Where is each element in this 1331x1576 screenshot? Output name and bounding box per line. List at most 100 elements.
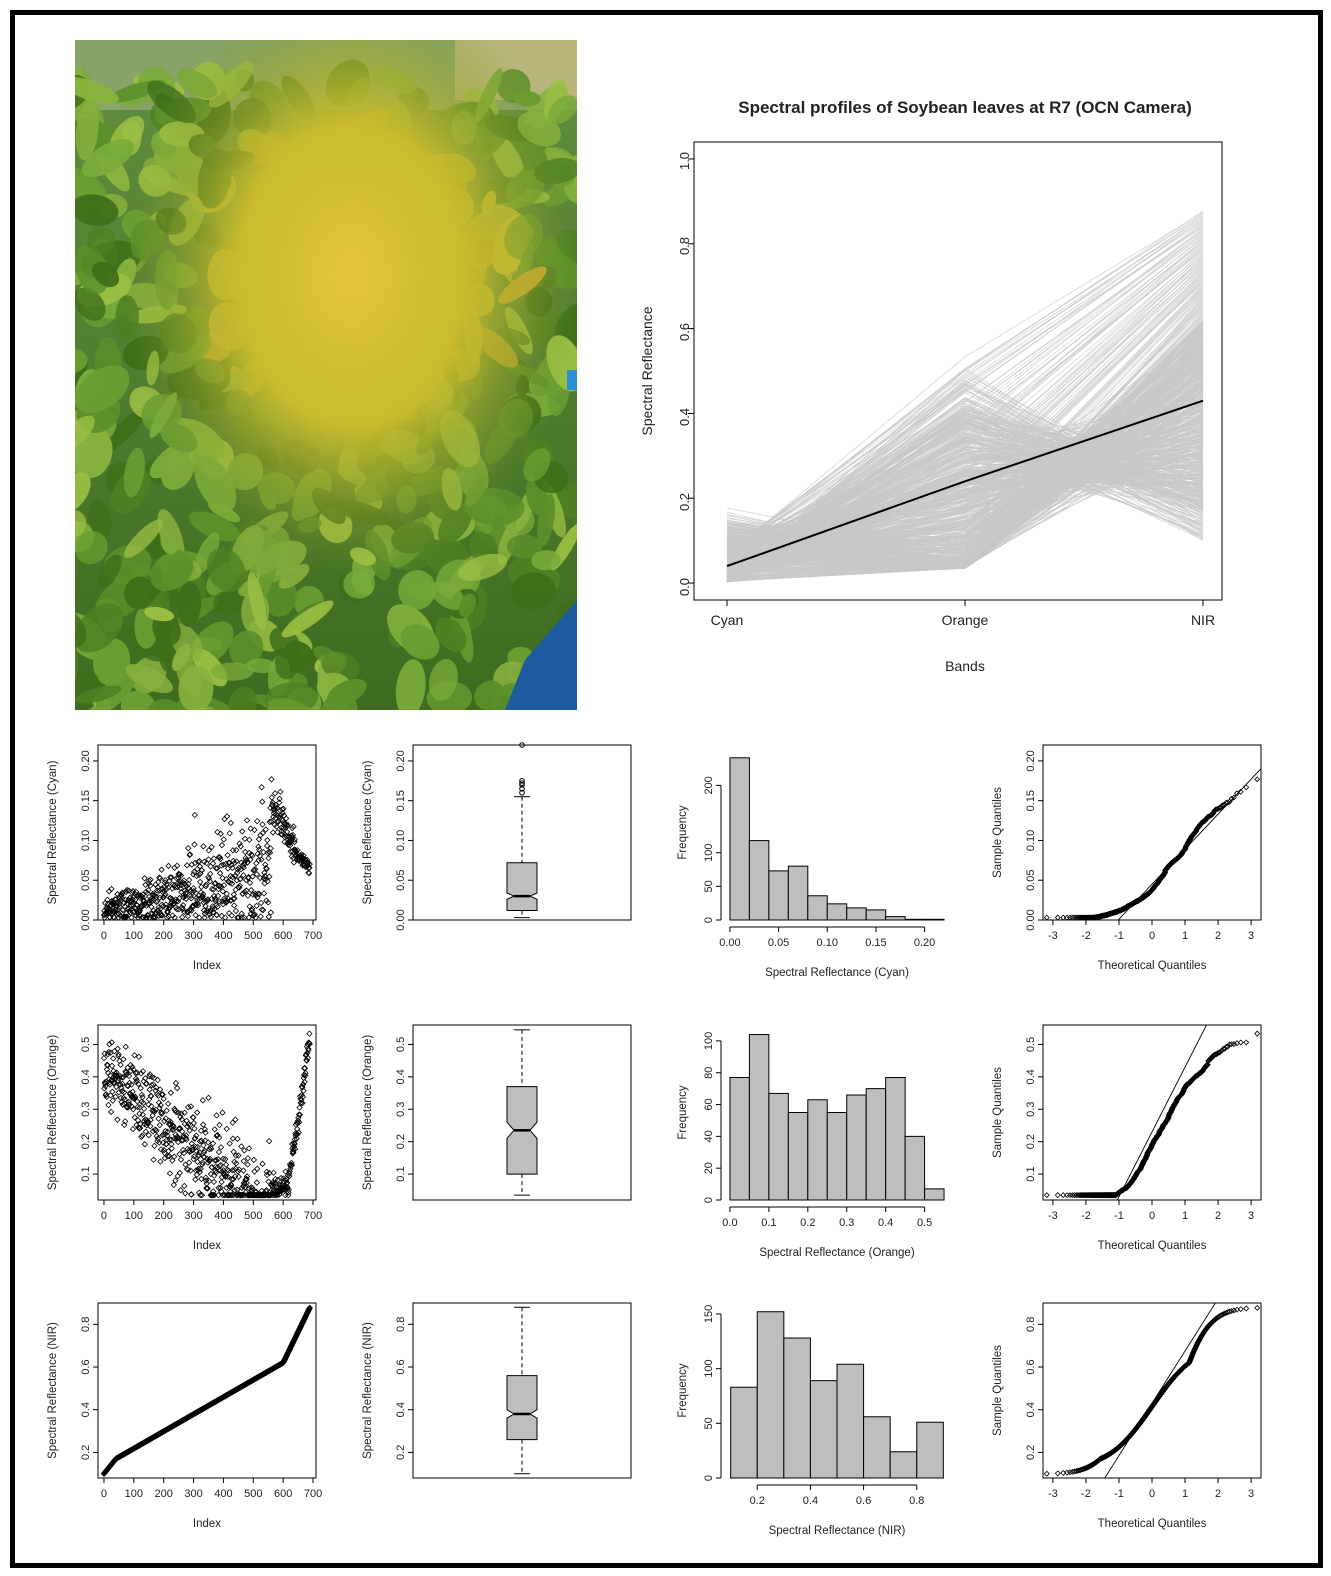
index-point (277, 788, 284, 795)
index-point (240, 1157, 247, 1165)
index-point (188, 1191, 195, 1198)
index-point (191, 811, 198, 819)
histogram-bar (885, 916, 906, 921)
index-point (240, 1167, 247, 1174)
y-axis-label: Spectral Reflectance (NIR) (47, 1322, 59, 1459)
index-point (205, 1094, 212, 1102)
index-point (209, 1191, 216, 1199)
index-point (227, 1181, 235, 1188)
index-point (193, 1171, 201, 1178)
outlier-point (519, 777, 525, 784)
profile-line (726, 299, 1204, 569)
index-point (113, 1083, 120, 1090)
index-point (184, 1166, 192, 1173)
index-point (135, 1080, 142, 1088)
index-point (141, 1141, 149, 1148)
y-tick-label: 0.05 (80, 870, 92, 891)
index-point (202, 881, 210, 888)
index-point (173, 875, 180, 882)
index-point (100, 1054, 108, 1062)
index-point (234, 1135, 241, 1142)
index-point (288, 824, 296, 832)
index-point (302, 1069, 309, 1077)
index-point (195, 858, 202, 865)
profile-line (726, 210, 1204, 554)
y-tick-label: 0.15 (1025, 790, 1037, 811)
index-point (182, 895, 190, 903)
index-point (305, 1046, 312, 1054)
x-tick-label: 300 (184, 1488, 202, 1500)
index-point (159, 912, 166, 919)
x-tick-label: -1 (1114, 930, 1124, 942)
index-point (232, 907, 240, 915)
index-point (224, 852, 231, 859)
index-point (194, 900, 201, 907)
x-tick-label: 400 (214, 930, 232, 942)
index-point (107, 1108, 115, 1116)
x-tick-label: 700 (304, 1210, 322, 1222)
index-point (234, 1168, 242, 1175)
index-point (229, 864, 236, 872)
index-point (131, 1052, 138, 1059)
y-tick-label: 0.10 (1025, 830, 1037, 851)
index-point (120, 1094, 127, 1102)
profile-line (726, 245, 1204, 549)
index-point (243, 887, 250, 894)
index-point (263, 865, 270, 873)
qq-point (1237, 1039, 1244, 1046)
index-point (151, 913, 158, 920)
index-point (249, 1184, 256, 1192)
index-point (248, 886, 255, 894)
plot-border (1042, 1024, 1262, 1201)
x-tick-label: 0.8 (909, 1495, 924, 1507)
x-tick-label: 1 (1182, 1210, 1188, 1222)
index-point (101, 1079, 109, 1086)
histogram-bar (783, 1337, 811, 1479)
x-tick-label: -3 (1048, 930, 1058, 942)
index-point (229, 1135, 237, 1142)
index-point (134, 1098, 141, 1105)
index-point (137, 1070, 145, 1077)
y-tick-label: 40 (703, 1130, 715, 1142)
x-tick-label: 700 (304, 1488, 322, 1500)
index-point (172, 1079, 180, 1087)
index-point (112, 1093, 119, 1100)
index-point (207, 863, 214, 870)
box-body (506, 1375, 538, 1441)
x-tick-label: 100 (125, 1488, 143, 1500)
index-point (284, 821, 292, 829)
index-point (210, 1191, 217, 1199)
index-point (286, 839, 293, 846)
index-point (149, 1112, 156, 1119)
index-point (306, 861, 313, 868)
x-tick-label: 0.2 (800, 1217, 815, 1229)
index-point (300, 1087, 307, 1094)
histogram-bar (809, 1380, 838, 1479)
index-point (125, 887, 132, 894)
index-point (220, 836, 227, 843)
index-point (228, 1191, 236, 1199)
index-point (147, 1093, 155, 1100)
index-point (263, 1171, 271, 1179)
index-point (227, 819, 235, 827)
index-point (290, 859, 298, 866)
qq-point (1069, 914, 1076, 921)
profile-line (726, 211, 1204, 556)
index-point (129, 1088, 136, 1095)
histogram-bar (924, 1188, 945, 1201)
index-point (291, 1145, 299, 1153)
index-point (156, 1086, 164, 1093)
index-point (177, 1187, 184, 1194)
y-tick-label: 0.4 (80, 1069, 92, 1084)
photo-illustration (75, 40, 577, 710)
index-point (255, 836, 263, 843)
index-point (234, 914, 241, 921)
x-tick-label: 0 (101, 1488, 107, 1500)
index-point (154, 898, 161, 905)
index-point (136, 1110, 143, 1117)
index-point (286, 1172, 293, 1180)
index-point (200, 1142, 207, 1149)
index-point (208, 843, 215, 851)
index-point (164, 1153, 172, 1160)
index-point (163, 1107, 170, 1114)
